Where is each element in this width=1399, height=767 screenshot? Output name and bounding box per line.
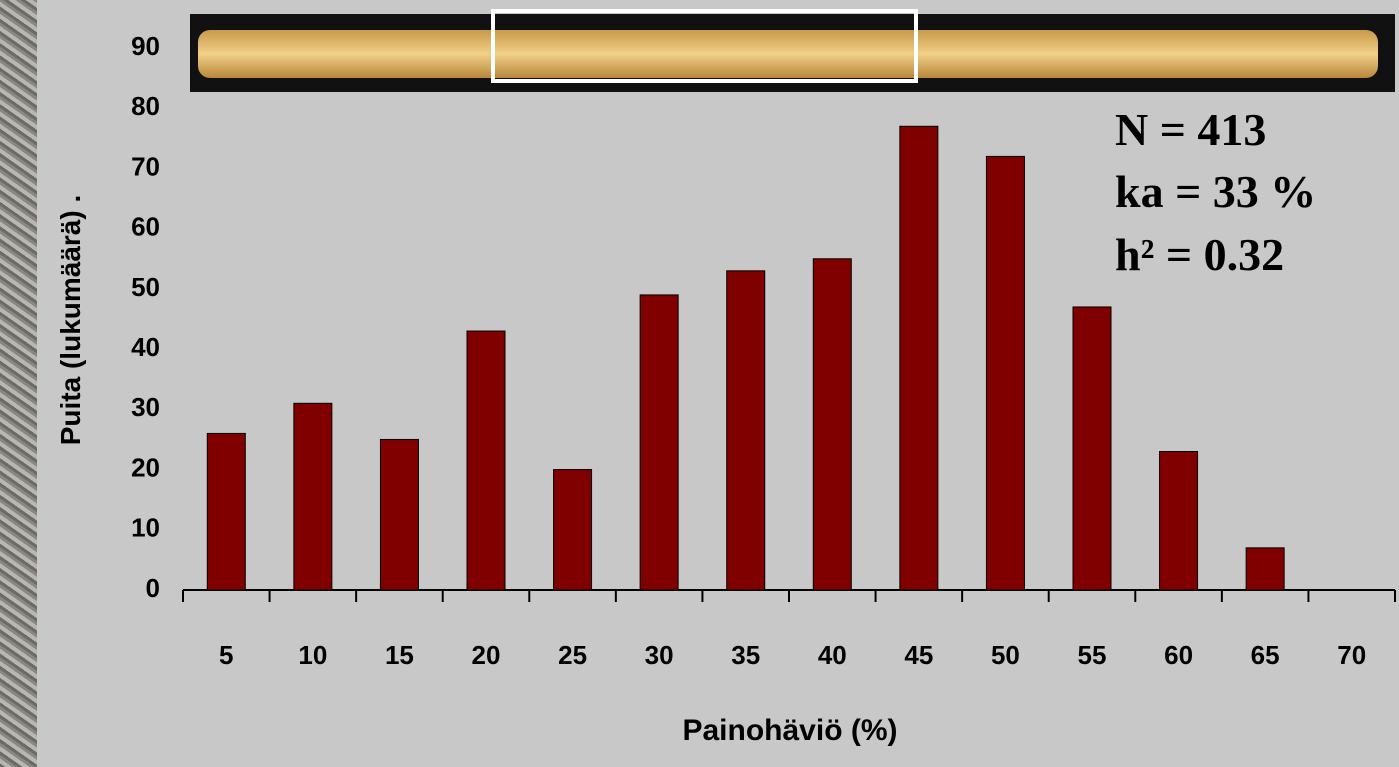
y-tick-label: 30 [131,392,160,422]
x-tick-label: 25 [558,640,587,670]
x-tick-label: 45 [904,640,933,670]
bar [206,432,246,591]
photo-highlight [491,9,918,83]
y-tick-label: 80 [131,91,160,121]
bar [1159,450,1199,591]
x-tick-label: 35 [731,640,760,670]
x-tick-label: 50 [991,640,1020,670]
y-axis-title: Puita (lukumäärä) . [55,195,86,446]
bar [812,258,852,591]
x-axis-title: Painohäviö (%) [682,714,897,747]
bar [639,294,679,591]
panel [37,0,1399,767]
y-tick-label: 90 [131,31,160,61]
bar [985,155,1025,591]
y-tick-label: 0 [146,573,160,603]
x-tick-label: 55 [1078,640,1107,670]
x-tick-label: 10 [298,640,327,670]
x-tick-label: 65 [1251,640,1280,670]
y-tick-label: 10 [131,513,160,543]
x-tick-label: 70 [1337,640,1366,670]
x-tick-label: 20 [472,640,501,670]
annotation: h² = 0.32 [1115,229,1284,280]
y-tick-label: 20 [131,452,160,482]
annotation: ka = 33 % [1115,166,1316,217]
x-tick-label: 15 [385,640,414,670]
x-tick-label: 5 [219,640,233,670]
bar [1072,306,1112,591]
annotation: N = 413 [1115,104,1266,155]
y-tick-label: 40 [131,332,160,362]
bar [899,125,939,591]
bar [466,330,506,591]
bar [553,469,593,591]
y-tick-label: 60 [131,212,160,242]
bar [293,402,333,591]
bar [1245,547,1285,591]
x-tick-label: 30 [645,640,674,670]
x-tick-label: 60 [1164,640,1193,670]
wood-core [198,30,1378,78]
y-tick-label: 50 [131,272,160,302]
bar [379,438,419,591]
bar [726,270,766,591]
y-tick-label: 70 [131,151,160,181]
x-tick-label: 40 [818,640,847,670]
